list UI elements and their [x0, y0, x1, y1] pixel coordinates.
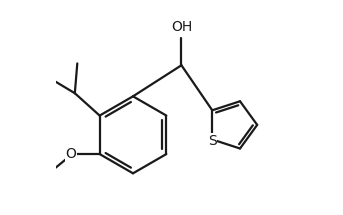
Text: OH: OH	[171, 20, 192, 34]
Text: S: S	[208, 134, 217, 148]
Text: O: O	[66, 147, 76, 161]
